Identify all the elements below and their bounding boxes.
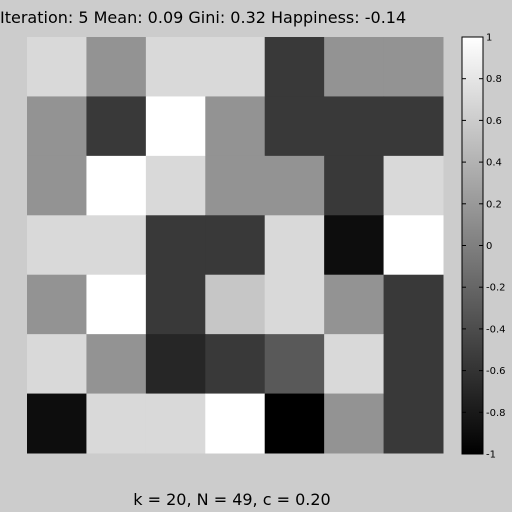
colorbar-tick-label: 0.4: [486, 158, 502, 169]
colorbar-tick-label: 0.8: [486, 74, 502, 85]
heatmap-cell-r2-c2: [145, 155, 206, 216]
heatmap-cell-r1-c0: [27, 96, 87, 157]
heatmap-cell-r4-c1: [86, 274, 147, 335]
heatmap-cell-r6-c2: [145, 393, 206, 454]
heatmap-cell-r6-c6: [383, 393, 444, 454]
heatmap-cell-r0-c3: [205, 37, 266, 97]
heatmap-cell-r6-c1: [86, 393, 147, 454]
heatmap-cell-r1-c6: [383, 96, 444, 157]
heatmap-cell-r3-c1: [86, 215, 147, 276]
heatmap-cell-r4-c4: [264, 274, 325, 335]
heatmap-cell-r6-c5: [324, 393, 385, 454]
heatmap-cell-r3-c2: [145, 215, 206, 276]
heatmap-cell-r1-c4: [264, 96, 325, 157]
heatmap-cell-r5-c4: [264, 334, 325, 395]
colorbar-tick-label: -0.6: [486, 366, 506, 377]
heatmap-cell-r2-c4: [264, 155, 325, 216]
colorbar: 1 0.8 0.6 0.4 0.2 0 -0.2 -0.4 -0.6 -0.8 -1: [461, 33, 506, 461]
colorbar-tick-label: -1: [486, 450, 496, 461]
heatmap-cell-r2-c3: [205, 155, 266, 216]
heatmap-cell-r0-c4: [264, 37, 325, 97]
heatmap-cell-r2-c5: [324, 155, 385, 216]
heatmap-cell-r1-c1: [86, 96, 147, 157]
heatmap-cell-r6-c0: [27, 393, 87, 454]
heatmap-cell-r2-c6: [383, 155, 444, 216]
heatmap-cell-r0-c0: [27, 37, 87, 97]
heatmap-cell-r6-c4: [264, 393, 325, 454]
heatmap-cell-r2-c0: [27, 155, 87, 216]
colorbar-tick-label: 0: [486, 241, 492, 252]
heatmap-cell-r5-c1: [86, 334, 147, 395]
heatmap-cell-r0-c2: [145, 37, 206, 97]
heatmap-cell-r3-c6: [383, 215, 444, 276]
heatmap-cell-r0-c1: [86, 37, 147, 97]
heatmap-cell-r0-c5: [324, 37, 385, 97]
heatmap-cell-r4-c5: [324, 274, 385, 335]
heatmap-cell-r5-c5: [324, 334, 385, 395]
heatmap-cell-r3-c5: [324, 215, 385, 276]
heatmap-cell-r5-c0: [27, 334, 87, 395]
chart-title: Iteration: 5 Mean: 0.09 Gini: 0.32 Happi…: [0, 8, 406, 27]
heatmap-cell-r1-c3: [205, 96, 266, 157]
heatmap-cell-r2-c1: [86, 155, 147, 216]
heatmap-cell-r5-c3: [205, 334, 266, 395]
heatmap-cell-r5-c6: [383, 334, 444, 395]
colorbar-tick-label: -0.4: [486, 324, 506, 335]
heatmap-cell-r3-c0: [27, 215, 87, 276]
colorbar-tick-label: 0.2: [486, 199, 502, 210]
heatmap-grid: [27, 37, 444, 454]
heatmap-cell-r1-c5: [324, 96, 385, 157]
colorbar-tick-label: 0.6: [486, 116, 502, 127]
heatmap-cell-r4-c3: [205, 274, 266, 335]
heatmap-cell-r4-c6: [383, 274, 444, 335]
colorbar-tick-label: 1: [486, 33, 492, 44]
heatmap-cell-r4-c2: [145, 274, 206, 335]
heatmap-cell-r0-c6: [383, 37, 444, 97]
heatmap-cell-r5-c2: [145, 334, 206, 395]
heatmap-cell-r3-c4: [264, 215, 325, 276]
parameters-caption: k = 20, N = 49, c = 0.20: [133, 490, 330, 509]
heatmap-cell-r6-c3: [205, 393, 266, 454]
heatmap-cell-r4-c0: [27, 274, 87, 335]
colorbar-tick-label: -0.2: [486, 283, 506, 294]
heatmap-cell-r1-c2: [145, 96, 206, 157]
colorbar-tick-label: -0.8: [486, 408, 506, 419]
heatmap-cell-r3-c3: [205, 215, 266, 276]
